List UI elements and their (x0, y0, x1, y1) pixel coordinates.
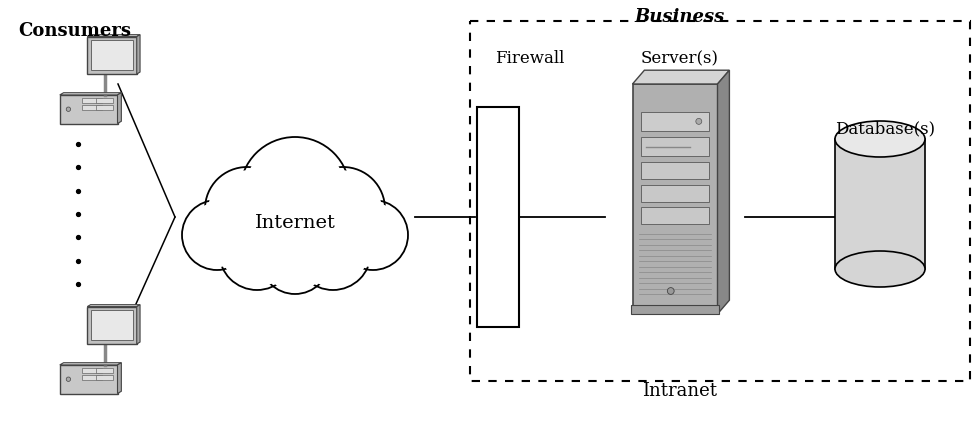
Text: Internet: Internet (255, 214, 335, 231)
Text: Intranet: Intranet (643, 381, 717, 399)
FancyBboxPatch shape (81, 375, 102, 380)
Polygon shape (118, 363, 122, 394)
FancyBboxPatch shape (641, 138, 709, 157)
Circle shape (244, 142, 346, 243)
FancyBboxPatch shape (90, 310, 133, 340)
Circle shape (295, 214, 371, 290)
Circle shape (260, 224, 330, 294)
Circle shape (240, 138, 350, 247)
Circle shape (305, 171, 381, 248)
FancyBboxPatch shape (641, 112, 709, 132)
Circle shape (182, 201, 252, 270)
Circle shape (667, 288, 674, 295)
Text: Consumers: Consumers (19, 22, 131, 40)
FancyBboxPatch shape (90, 41, 133, 71)
FancyBboxPatch shape (87, 307, 137, 344)
Polygon shape (632, 71, 729, 85)
Circle shape (67, 108, 71, 112)
Text: Business: Business (635, 8, 725, 26)
FancyBboxPatch shape (631, 305, 719, 314)
Circle shape (338, 201, 408, 270)
FancyBboxPatch shape (81, 368, 102, 373)
FancyBboxPatch shape (96, 368, 113, 373)
Text: Database(s): Database(s) (835, 120, 935, 137)
Circle shape (209, 171, 285, 248)
Circle shape (67, 377, 71, 381)
Polygon shape (137, 305, 140, 344)
Circle shape (222, 217, 292, 287)
Circle shape (205, 168, 289, 251)
FancyBboxPatch shape (835, 140, 925, 270)
Polygon shape (87, 36, 140, 37)
FancyBboxPatch shape (60, 365, 118, 394)
FancyBboxPatch shape (81, 105, 102, 111)
FancyBboxPatch shape (96, 99, 113, 104)
Polygon shape (137, 36, 140, 75)
Circle shape (298, 217, 368, 287)
FancyBboxPatch shape (641, 163, 709, 180)
FancyBboxPatch shape (87, 37, 137, 75)
Polygon shape (118, 93, 122, 124)
Polygon shape (717, 71, 729, 314)
Circle shape (301, 168, 385, 251)
FancyBboxPatch shape (96, 375, 113, 380)
FancyBboxPatch shape (96, 105, 113, 111)
FancyBboxPatch shape (641, 186, 709, 203)
Circle shape (219, 214, 295, 290)
Ellipse shape (835, 122, 925, 158)
Text: Firewall: Firewall (495, 50, 564, 67)
Polygon shape (60, 93, 122, 95)
Polygon shape (60, 363, 122, 365)
FancyBboxPatch shape (60, 95, 118, 124)
Circle shape (696, 119, 702, 125)
FancyBboxPatch shape (632, 85, 717, 314)
Circle shape (341, 204, 405, 268)
Polygon shape (87, 305, 140, 307)
Circle shape (263, 227, 327, 292)
FancyBboxPatch shape (477, 108, 519, 327)
Ellipse shape (835, 251, 925, 287)
FancyBboxPatch shape (81, 99, 102, 104)
Text: Server(s): Server(s) (641, 50, 719, 67)
Circle shape (185, 204, 249, 268)
FancyBboxPatch shape (641, 207, 709, 225)
